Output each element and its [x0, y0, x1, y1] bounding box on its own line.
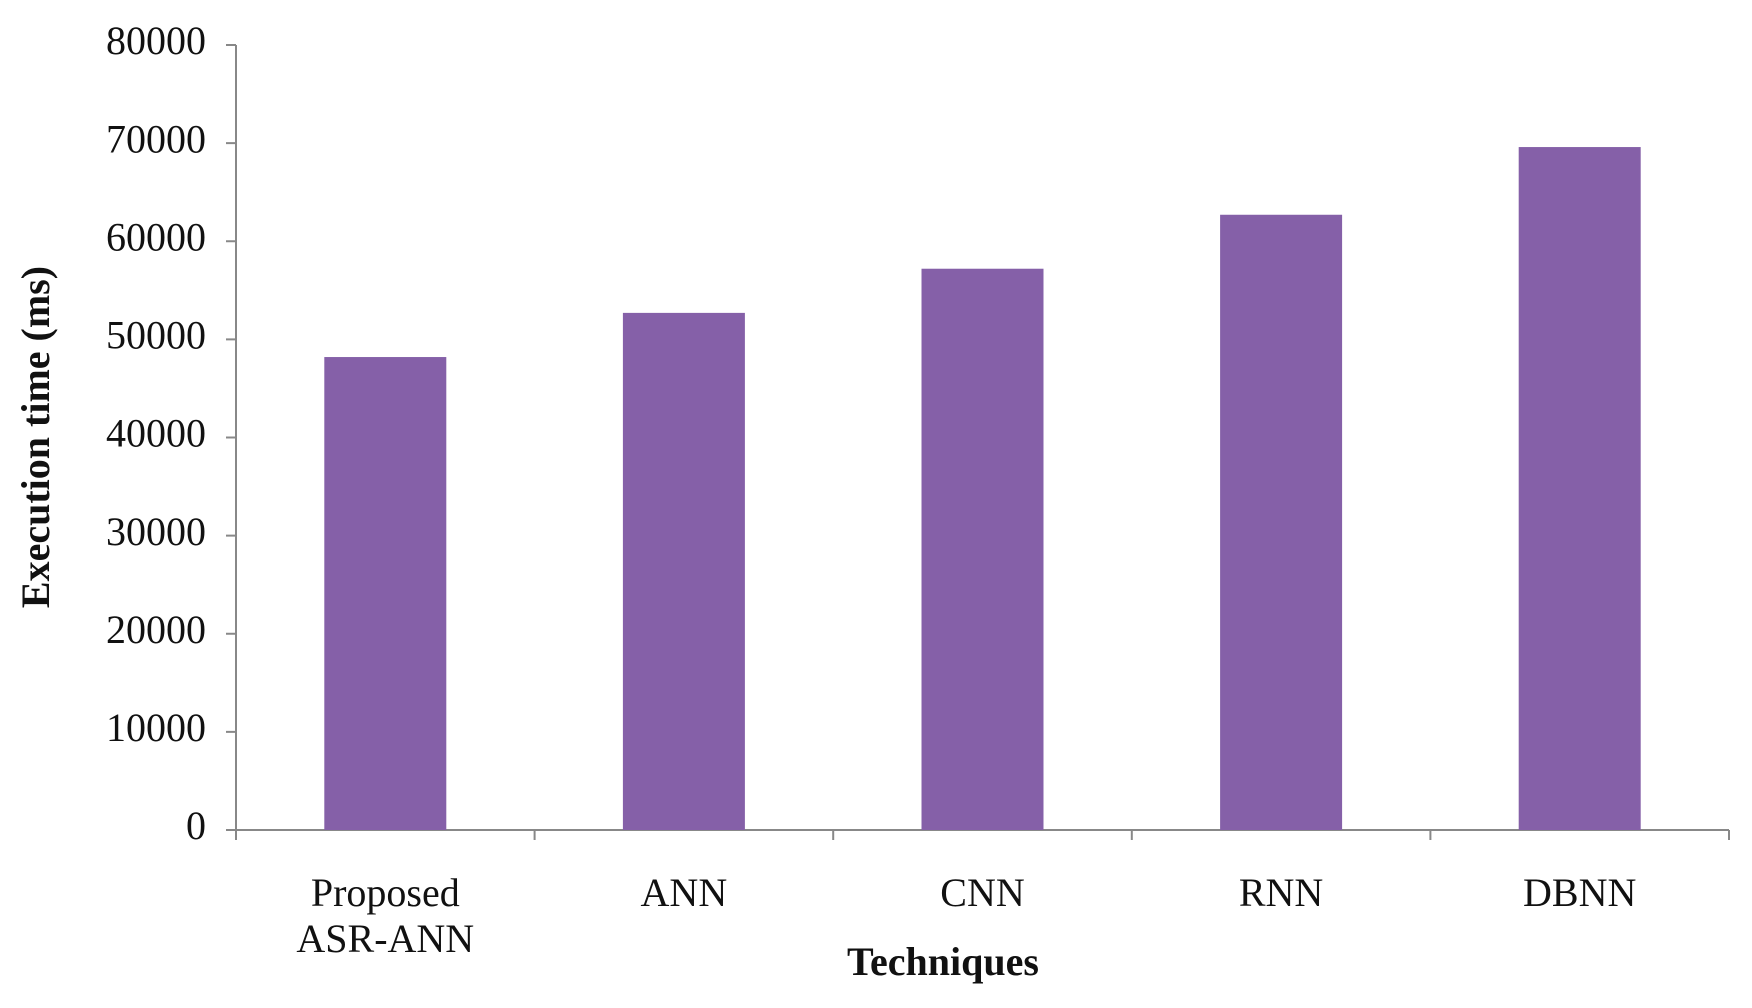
x-axis-title: Techniques	[847, 939, 1039, 984]
bar	[1518, 147, 1641, 831]
y-tick-label: 0	[186, 803, 206, 848]
bar	[622, 312, 745, 831]
y-tick-label: 60000	[106, 214, 206, 259]
x-tick-label: DBNN	[1523, 870, 1637, 915]
y-tick-label: 50000	[106, 313, 206, 358]
y-tick-label: 10000	[106, 705, 206, 750]
y-tick-label: 40000	[106, 411, 206, 456]
y-tick-label: 80000	[106, 18, 206, 63]
bar	[1220, 214, 1343, 831]
x-tick-label: ANN	[640, 870, 728, 915]
bar	[324, 357, 447, 830]
y-axis-title: Execution time (ms)	[13, 266, 58, 608]
y-tick-label: 20000	[106, 607, 206, 652]
x-tick-label: RNN	[1238, 870, 1324, 915]
x-tick-label: CNN	[940, 870, 1025, 915]
y-tick-label: 30000	[106, 509, 206, 554]
bar	[921, 268, 1044, 831]
x-tick-label: Proposed ASR-ANN	[296, 870, 475, 961]
y-tick-label: 70000	[106, 116, 206, 161]
